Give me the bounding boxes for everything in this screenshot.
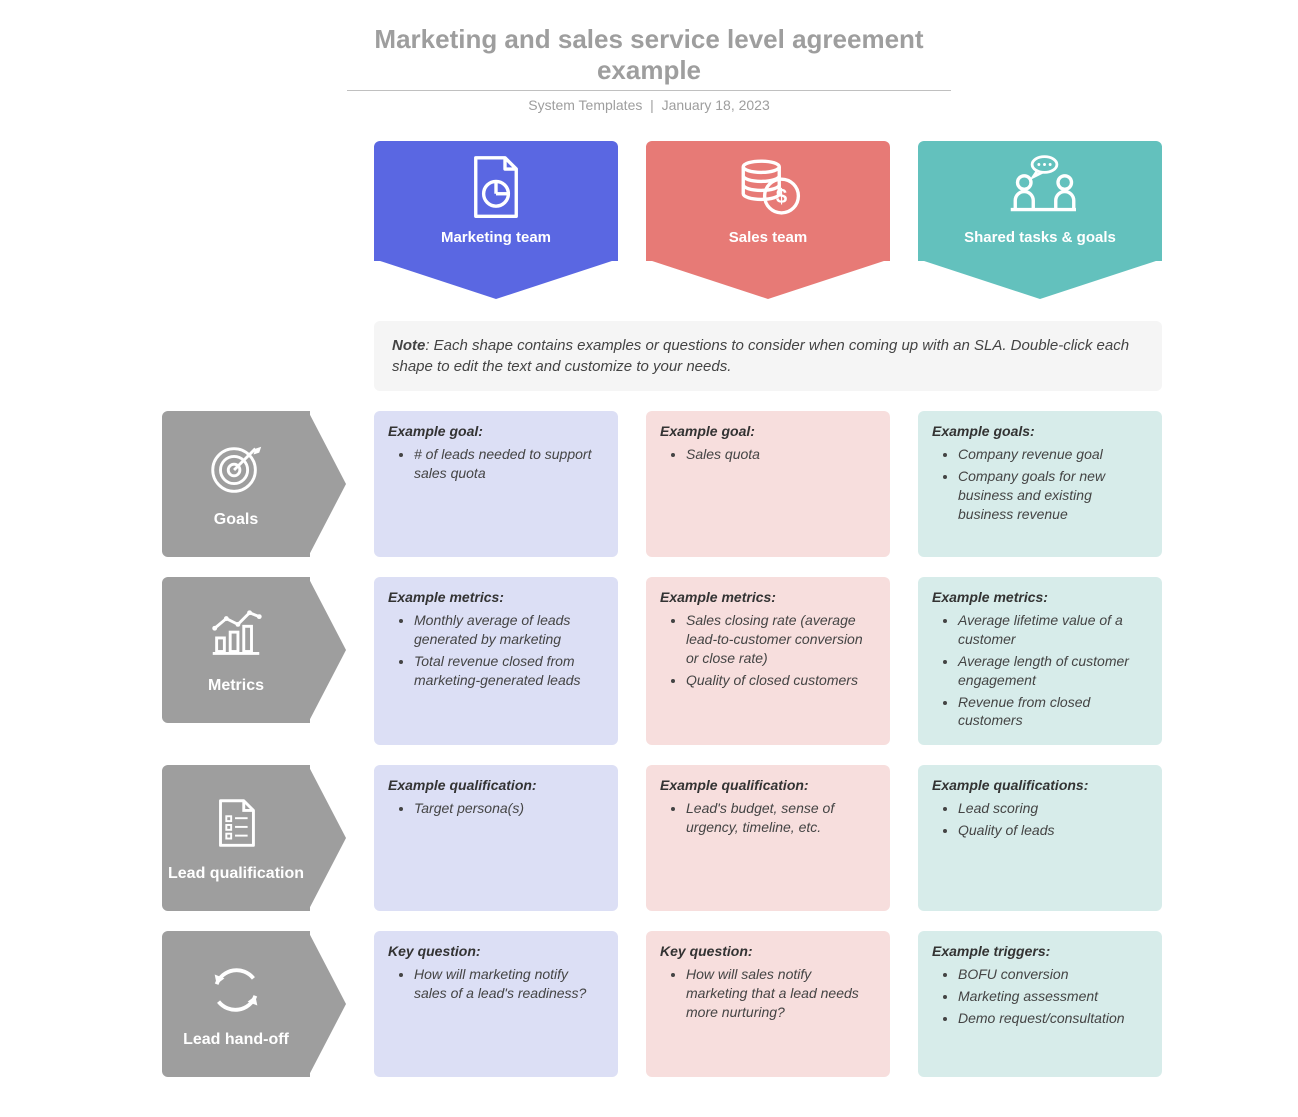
cell-item: Sales quota — [686, 445, 876, 464]
cell-item: Average length of customer engagement — [958, 652, 1148, 690]
cycle-arrows-icon — [205, 959, 267, 1021]
cell-item: Quality of closed customers — [686, 671, 876, 690]
cell-title: Key question: — [660, 943, 876, 959]
meeting-icon — [1004, 151, 1076, 223]
cell-list: BOFU conversion Marketing assessment Demo … — [932, 965, 1148, 1028]
cell-title: Example triggers: — [932, 943, 1148, 959]
column-header-arrow — [646, 259, 890, 299]
cell-goals-marketing[interactable]: Example goal: # of leads needed to suppor… — [374, 411, 618, 557]
cell-item: Demo request/consultation — [958, 1009, 1148, 1028]
cell-item: Company revenue goal — [958, 445, 1148, 464]
cell-list: Lead's budget, sense of urgency, timelin… — [660, 799, 876, 837]
note-text: : Each shape contains examples or questi… — [392, 337, 1129, 375]
note-box[interactable]: Note: Each shape contains examples or qu… — [374, 321, 1162, 391]
cell-title: Example qualification: — [660, 777, 876, 793]
cell-item: Average lifetime value of a customer — [958, 611, 1148, 649]
cell-item: Lead scoring — [958, 799, 1148, 818]
cell-qualification-marketing[interactable]: Example qualification: Target persona(s) — [374, 765, 618, 911]
subtitle-source: System Templates — [528, 97, 642, 113]
cell-item: Sales closing rate (average lead-to-cust… — [686, 611, 876, 668]
row-header-arrow — [308, 577, 346, 723]
cell-handoff-marketing[interactable]: Key question: How will marketing notify s… — [374, 931, 618, 1077]
cell-handoff-shared[interactable]: Example triggers: BOFU conversion Marketin… — [918, 931, 1162, 1077]
cell-title: Example qualification: — [388, 777, 604, 793]
cell-title: Example goal: — [388, 423, 604, 439]
row-header-qualification[interactable]: Lead qualification — [162, 765, 346, 911]
row-header-label: Lead qualification — [162, 865, 310, 883]
report-pie-icon — [460, 151, 532, 223]
cell-list: Target persona(s) — [388, 799, 604, 818]
cell-item: Quality of leads — [958, 821, 1148, 840]
sla-grid: Marketing team Sales team Shared tasks &… — [162, 141, 1244, 1077]
cell-title: Example goals: — [932, 423, 1148, 439]
cell-item: How will sales notify marketing that a l… — [686, 965, 876, 1022]
cell-title: Example metrics: — [388, 589, 604, 605]
row-header-goals[interactable]: Goals — [162, 411, 346, 557]
column-header-arrow — [374, 259, 618, 299]
cell-item: BOFU conversion — [958, 965, 1148, 984]
cell-metrics-marketing[interactable]: Example metrics: Monthly average of leads… — [374, 577, 618, 745]
cell-item: # of leads needed to support sales quota — [414, 445, 604, 483]
cell-metrics-shared[interactable]: Example metrics: Average lifetime value o… — [918, 577, 1162, 745]
cell-list: How will sales notify marketing that a l… — [660, 965, 876, 1022]
checklist-icon — [205, 793, 267, 855]
cell-title: Key question: — [388, 943, 604, 959]
cell-item: Total revenue closed from marketing-gene… — [414, 652, 604, 690]
cell-item: Marketing assessment — [958, 987, 1148, 1006]
cell-qualification-sales[interactable]: Example qualification: Lead's budget, sen… — [646, 765, 890, 911]
cell-goals-shared[interactable]: Example goals:Company revenue goalCompan… — [918, 411, 1162, 557]
cell-list: Sales closing rate (average lead-to-cust… — [660, 611, 876, 690]
coins-dollar-icon — [732, 151, 804, 223]
row-header-arrow — [308, 765, 346, 911]
corner-spacer — [162, 141, 346, 301]
cell-item: Lead's budget, sense of urgency, timelin… — [686, 799, 876, 837]
row-header-arrow — [308, 931, 346, 1077]
subtitle-date: January 18, 2023 — [662, 97, 770, 113]
row-header-metrics[interactable]: Metrics — [162, 577, 346, 723]
diagram-container: Marketing and sales service level agreem… — [54, 24, 1244, 1077]
note-label: Note — [392, 337, 425, 354]
cell-title: Example goal: — [660, 423, 876, 439]
target-icon — [205, 439, 267, 501]
cell-handoff-sales[interactable]: Key question: How will sales notify marke… — [646, 931, 890, 1077]
cell-list: Average lifetime value of a customerAver… — [932, 611, 1148, 730]
cell-list: Lead scoring Quality of leads — [932, 799, 1148, 840]
column-header-label: Sales team — [729, 229, 807, 246]
column-header-sales[interactable]: Sales team — [646, 141, 890, 301]
cell-item: Target persona(s) — [414, 799, 604, 818]
column-header-label: Shared tasks & goals — [964, 229, 1116, 246]
cell-list: Monthly average of leads generated by ma… — [388, 611, 604, 690]
row-header-label: Metrics — [202, 677, 270, 695]
column-header-arrow — [918, 259, 1162, 299]
page-subtitle: System Templates | January 18, 2023 — [54, 97, 1244, 113]
column-header-marketing[interactable]: Marketing team — [374, 141, 618, 301]
cell-list: How will marketing notify sales of a lea… — [388, 965, 604, 1003]
page-title: Marketing and sales service level agreem… — [347, 24, 951, 91]
cell-item: Revenue from closed customers — [958, 693, 1148, 731]
cell-goals-sales[interactable]: Example goal: Sales quota — [646, 411, 890, 557]
cell-title: Example metrics: — [932, 589, 1148, 605]
cell-qualification-shared[interactable]: Example qualifications: Lead scoring Quali… — [918, 765, 1162, 911]
cell-list: Sales quota — [660, 445, 876, 464]
row-header-label: Goals — [208, 511, 264, 529]
cell-list: Company revenue goal Company goals for ne… — [932, 445, 1148, 524]
cell-item: Monthly average of leads generated by ma… — [414, 611, 604, 649]
cell-title: Example qualifications: — [932, 777, 1148, 793]
cell-title: Example metrics: — [660, 589, 876, 605]
column-header-shared[interactable]: Shared tasks & goals — [918, 141, 1162, 301]
row-header-arrow — [308, 411, 346, 557]
bar-line-chart-icon — [205, 605, 267, 667]
cell-item: Company goals for new business and exist… — [958, 467, 1148, 524]
cell-item: How will marketing notify sales of a lea… — [414, 965, 604, 1003]
column-header-label: Marketing team — [441, 229, 551, 246]
cell-list: # of leads needed to support sales quota — [388, 445, 604, 483]
row-header-label: Lead hand-off — [177, 1031, 295, 1049]
row-header-handoff[interactable]: Lead hand-off — [162, 931, 346, 1077]
note-spacer — [162, 321, 346, 391]
cell-metrics-sales[interactable]: Example metrics: Sales closing rate (aver… — [646, 577, 890, 745]
